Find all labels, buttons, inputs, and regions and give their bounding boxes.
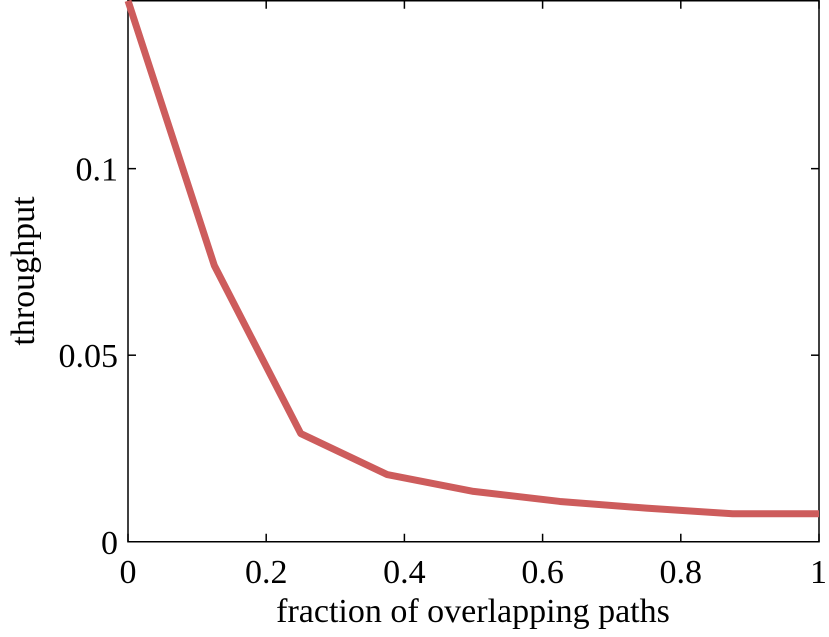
y-tick-label: 0 [101,525,118,562]
x-tick-label: 0 [120,554,137,591]
series-line [124,0,819,518]
plot-frame [127,0,820,543]
x-tick-label: 0.2 [245,554,288,591]
x-tick-label: 0.6 [521,554,564,591]
y-tick-label: 0.05 [59,338,119,375]
x-tick-label: 0.4 [383,554,426,591]
x-tick-label: 0.8 [660,554,703,591]
x-tick-label: 1 [810,554,827,591]
y-axis-label: throughput [5,196,42,346]
tick-labels: 0 0.2 0.4 0.6 0.8 1 0 0.05 0.1 [59,152,828,591]
ticks [127,0,820,543]
x-axis-label: fraction of overlapping paths [276,593,670,630]
y-tick-label: 0.1 [76,152,119,189]
series-group [124,0,819,518]
